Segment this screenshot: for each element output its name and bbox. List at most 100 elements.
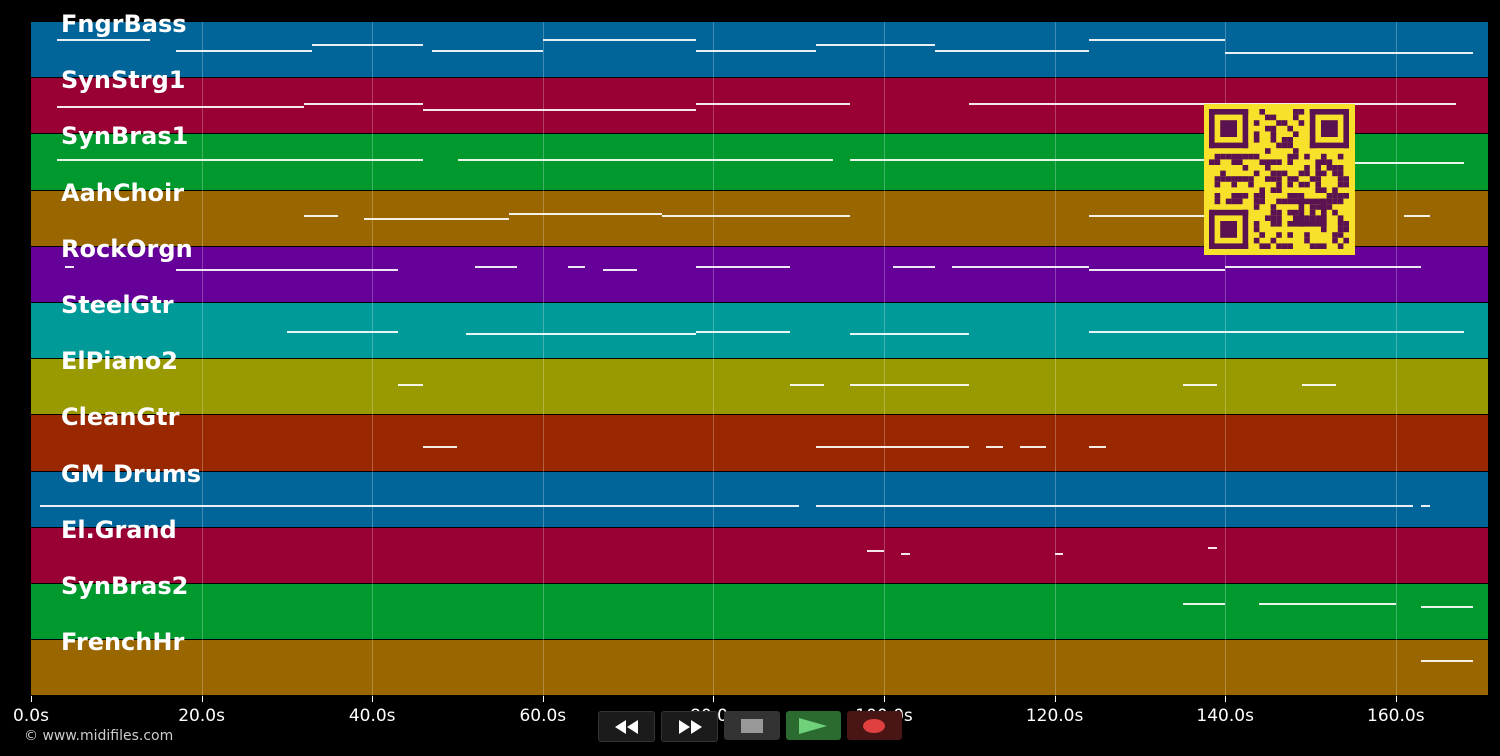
- midi-note: [457, 159, 833, 162]
- time-tick-mark: [1054, 696, 1056, 702]
- midi-note: [397, 384, 424, 387]
- track-lane[interactable]: [31, 471, 1488, 528]
- midi-note: [815, 504, 1192, 507]
- time-gridline: [201, 22, 203, 696]
- time-tick-mark: [542, 696, 544, 702]
- midi-note: [56, 159, 424, 162]
- midi-note: [303, 103, 424, 106]
- time-gridline: [713, 22, 715, 696]
- midi-note: [312, 44, 424, 47]
- midi-note: [1182, 384, 1217, 387]
- midi-note: [431, 49, 543, 52]
- time-gridline: [372, 22, 374, 696]
- midi-note: [1404, 215, 1430, 218]
- midi-note: [1421, 504, 1430, 507]
- time-tick-label: 160.0s: [1367, 706, 1425, 726]
- midi-note: [542, 38, 697, 41]
- track-name-label: SynBras1: [61, 122, 189, 151]
- midi-note: [986, 445, 1004, 448]
- midi-note: [1020, 445, 1047, 448]
- midi-note: [696, 330, 791, 333]
- fast-forward-button[interactable]: [661, 711, 719, 742]
- midi-note: [1054, 552, 1064, 555]
- midi-note: [1421, 606, 1473, 609]
- track-name-label: FngrBass: [61, 10, 187, 38]
- track-lane[interactable]: [31, 527, 1488, 584]
- time-tick-label: 60.0s: [519, 706, 567, 726]
- time-tick-mark: [884, 696, 885, 702]
- track-lane[interactable]: [31, 415, 1488, 472]
- midi-note: [568, 266, 586, 269]
- stop-button[interactable]: [724, 711, 780, 740]
- time-tick-mark: [1225, 696, 1227, 702]
- track-lane[interactable]: [31, 584, 1488, 641]
- midi-note: [1191, 504, 1413, 507]
- midi-note: [969, 103, 1175, 106]
- piano-roll[interactable]: [31, 22, 1488, 697]
- midi-note: [1088, 215, 1175, 218]
- track-lane[interactable]: [31, 246, 1488, 303]
- time-gridline: [1225, 22, 1227, 696]
- track-name-label: SynBras2: [61, 572, 189, 600]
- midi-note: [790, 384, 825, 387]
- time-tick-label: 0.0s: [13, 706, 49, 726]
- midi-note: [508, 212, 663, 215]
- midi-note: [892, 266, 936, 269]
- time-tick-mark: [1395, 696, 1397, 702]
- time-gridline: [1054, 22, 1056, 696]
- midi-note: [474, 266, 518, 269]
- midi-note: [1259, 603, 1320, 606]
- midi-note: [440, 504, 799, 507]
- track-lane[interactable]: [31, 303, 1488, 360]
- midi-note: [363, 218, 509, 221]
- midi-note: [696, 49, 816, 52]
- track-name-label: CleanGtr: [61, 403, 180, 432]
- midi-note: [1088, 445, 1106, 448]
- midi-note: [39, 504, 441, 507]
- time-tick-label: 140.0s: [1196, 706, 1254, 726]
- qr-code-image[interactable]: [1204, 104, 1355, 255]
- track-name-label: FrenchHr: [61, 628, 185, 657]
- record-button[interactable]: [846, 711, 903, 740]
- track-name-label: SteelGtr: [61, 291, 174, 319]
- time-gridline: [1395, 22, 1397, 696]
- midi-note: [815, 445, 970, 448]
- midi-note: [1353, 266, 1422, 269]
- midi-note: [849, 384, 970, 387]
- midi-note: [849, 159, 1243, 162]
- track-name-label: El.Grand: [61, 515, 177, 544]
- time-gridline: [884, 22, 885, 696]
- midi-note: [423, 108, 697, 111]
- midi-note: [56, 105, 304, 108]
- record-icon: [863, 718, 886, 733]
- midi-note: [1088, 38, 1226, 41]
- stop-icon: [741, 718, 763, 733]
- track-lane[interactable]: [31, 640, 1488, 697]
- copyright-text: © www.midifiles.com: [24, 728, 174, 744]
- time-tick-mark: [201, 696, 203, 702]
- midi-note: [815, 44, 936, 47]
- fast-forward-icon: [678, 719, 702, 734]
- track-name-label: AahChoir: [61, 178, 185, 207]
- time-tick-mark: [372, 696, 374, 702]
- midi-note: [849, 333, 970, 336]
- midi-note: [1088, 268, 1226, 271]
- track-lane[interactable]: [31, 359, 1488, 416]
- midi-note: [466, 333, 697, 336]
- midi-note: [56, 38, 151, 41]
- rewind-button[interactable]: [598, 711, 656, 742]
- midi-note: [866, 549, 884, 552]
- time-tick-label: 20.0s: [178, 706, 225, 726]
- midi-note: [1182, 603, 1226, 606]
- midi-note: [1225, 52, 1473, 55]
- midi-note: [1319, 603, 1396, 606]
- play-button[interactable]: [785, 711, 841, 740]
- track-name-label: GM Drums: [61, 459, 202, 488]
- rewind-icon: [614, 719, 638, 734]
- track-lane[interactable]: [31, 22, 1488, 79]
- midi-note: [696, 103, 850, 106]
- midi-note: [176, 49, 313, 52]
- play-icon: [799, 717, 828, 734]
- time-tick-mark: [713, 696, 715, 702]
- midi-note: [662, 215, 850, 218]
